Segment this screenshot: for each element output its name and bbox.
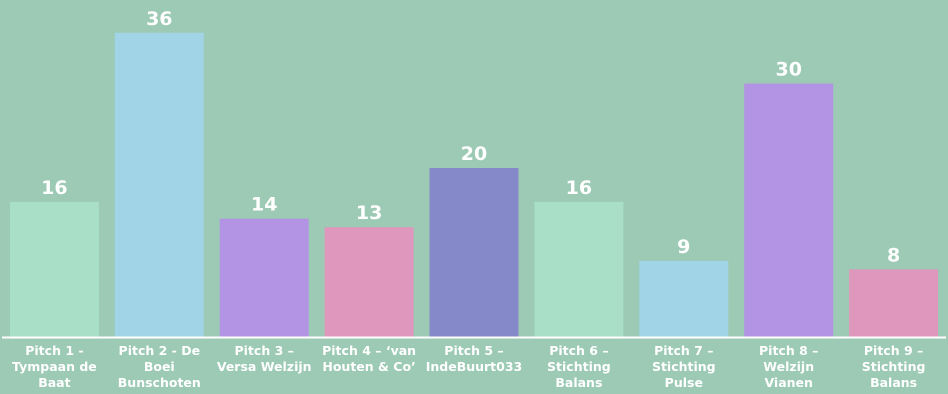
category-label-4: Pitch 4 – ‘van Houten & Co’: [322, 343, 416, 374]
bars-group: [9, 32, 939, 338]
bar-1: [9, 201, 99, 337]
category-labels-group: Pitch 1 -Tympaan de Baat Pitch 2 - De Boei B…: [12, 343, 925, 390]
category-label-7: Pitch 7 – Stichting Pulse: [652, 343, 716, 390]
data-label-3: 14: [251, 194, 277, 216]
data-label-8: 30: [775, 59, 801, 81]
data-label-9: 8: [887, 244, 900, 266]
category-label-9: Pitch 9 – Stichting Balans: [862, 343, 926, 390]
category-label-1: Pitch 1 -Tympaan de Baat: [12, 343, 97, 390]
value-labels-group: 16 36 14 13 20 16 9 30 8: [41, 8, 900, 267]
category-label-3: Pitch 3 – Versa Welzijn: [217, 343, 312, 374]
data-label-4: 13: [356, 202, 382, 224]
data-label-7: 9: [677, 236, 690, 258]
bar-6: [534, 201, 624, 337]
data-label-1: 16: [41, 177, 67, 199]
bar-9: [849, 269, 939, 337]
bar-3: [219, 218, 309, 337]
category-label-2: Pitch 2 - De Boei Bunschoten: [118, 343, 201, 390]
bar-5: [429, 168, 519, 337]
bar-7: [639, 260, 729, 337]
category-label-6: Pitch 6 – Stichting Balans: [547, 343, 611, 390]
category-label-5: Pitch 5 – IndeBuurt033: [426, 343, 523, 374]
bar-2: [114, 32, 204, 338]
bar-4: [324, 227, 414, 337]
data-label-5: 20: [461, 143, 487, 165]
data-label-6: 16: [566, 177, 592, 199]
category-label-8: Pitch 8 – Welzijn Vianen: [759, 343, 818, 390]
data-label-2: 36: [146, 8, 172, 30]
bar-8: [744, 83, 834, 337]
